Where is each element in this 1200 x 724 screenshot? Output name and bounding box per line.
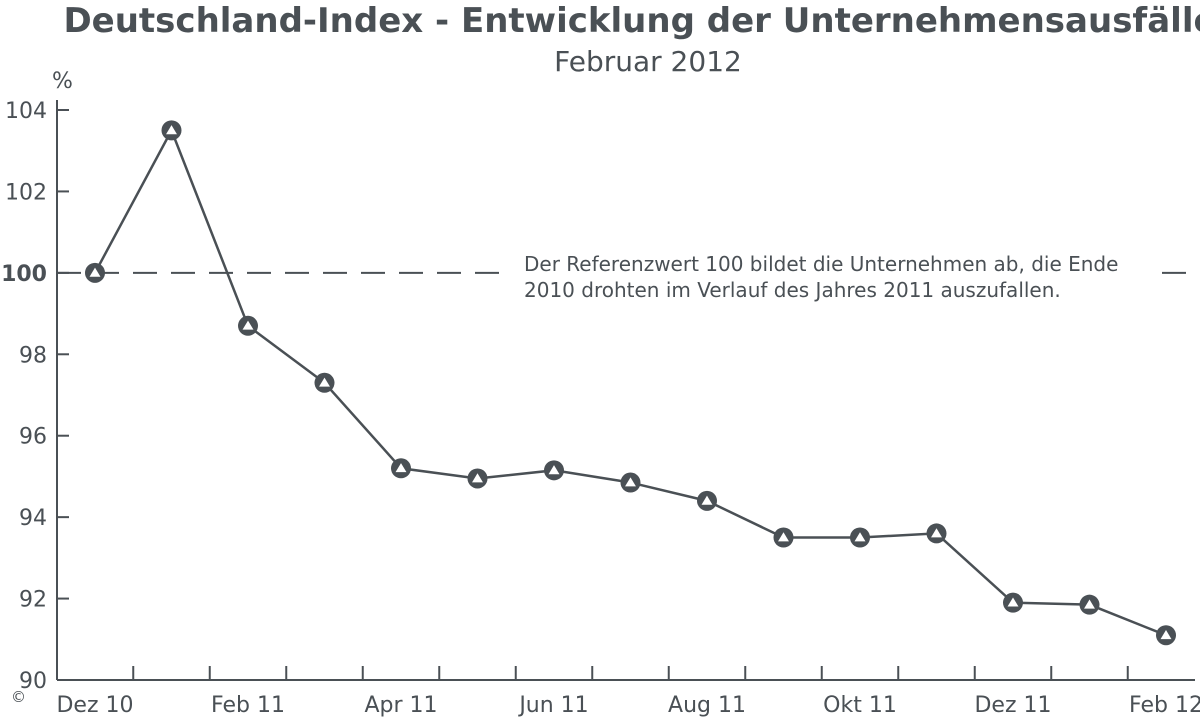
y-tick-label: 94: [19, 506, 47, 531]
data-point: [1079, 594, 1100, 615]
axes: [56, 100, 1195, 681]
x-tick-label: Feb 11: [211, 693, 285, 718]
y-tick-label: 104: [5, 99, 47, 124]
series-group: [85, 120, 1176, 646]
triangle-icon: [854, 532, 866, 542]
y-axis-label: %: [52, 69, 73, 94]
triangle-icon: [625, 477, 636, 487]
triangle-icon: [778, 532, 789, 542]
y-tick-label: 100: [1, 262, 47, 287]
series-line: [93, 127, 1167, 637]
data-point: [467, 468, 488, 489]
triangle-icon: [319, 377, 330, 387]
triangle-icon: [931, 528, 942, 538]
chart-title: Deutschland-Index - Entwicklung der Unte…: [63, 1, 1200, 41]
triangle-icon: [395, 463, 407, 473]
triangle-icon: [548, 465, 560, 475]
x-tick-label: Aug 11: [668, 693, 746, 718]
triangle-icon: [166, 125, 177, 135]
triangle-icon: [472, 473, 483, 483]
data-point: [238, 315, 258, 336]
x-tick-label: Apr 11: [364, 693, 437, 718]
data-point: [773, 527, 794, 548]
data-point: [850, 527, 870, 548]
data-point: [1156, 625, 1176, 646]
triangle-icon: [89, 267, 101, 277]
y-tick-label: 92: [19, 588, 47, 613]
reference-annotation-line-1: Der Referenzwert 100 bildet die Unterneh…: [524, 252, 1118, 276]
x-tick-label: Feb 12: [1129, 693, 1200, 718]
x-tick-label: Okt 11: [823, 693, 897, 718]
reference-annotation-line-2: 2010 drohten im Verlauf des Jahres 2011 …: [524, 278, 1061, 302]
triangle-icon: [242, 320, 254, 330]
data-point: [85, 262, 105, 283]
data-point: [544, 460, 564, 481]
data-point: [1003, 592, 1023, 613]
chart-subtitle: Februar 2012: [554, 45, 742, 78]
y-tick-label: 102: [5, 180, 47, 205]
x-tick-label: Jun 11: [517, 693, 588, 718]
copyright-mark: ©: [11, 688, 26, 706]
y-tick-label: 96: [19, 425, 47, 450]
triangle-icon: [1084, 599, 1095, 609]
data-point: [314, 372, 335, 393]
data-point: [620, 472, 641, 493]
triangle-icon: [1007, 597, 1019, 607]
triangle-icon: [1160, 630, 1172, 640]
data-point: [697, 490, 717, 511]
x-tick-label: Dez 10: [56, 693, 133, 718]
data-point: [926, 523, 947, 544]
data-point: [391, 458, 411, 479]
data-point: [161, 120, 182, 141]
tick-labels: 90 92 94 96 98 100 102 104 Dez 10 Feb 11 Apr 11 Jun…: [1, 99, 1200, 718]
y-tick-label: 90: [19, 669, 47, 694]
y-tick-label: 98: [19, 343, 47, 368]
x-tick-label: Dez 11: [974, 693, 1051, 718]
triangle-icon: [701, 495, 713, 505]
